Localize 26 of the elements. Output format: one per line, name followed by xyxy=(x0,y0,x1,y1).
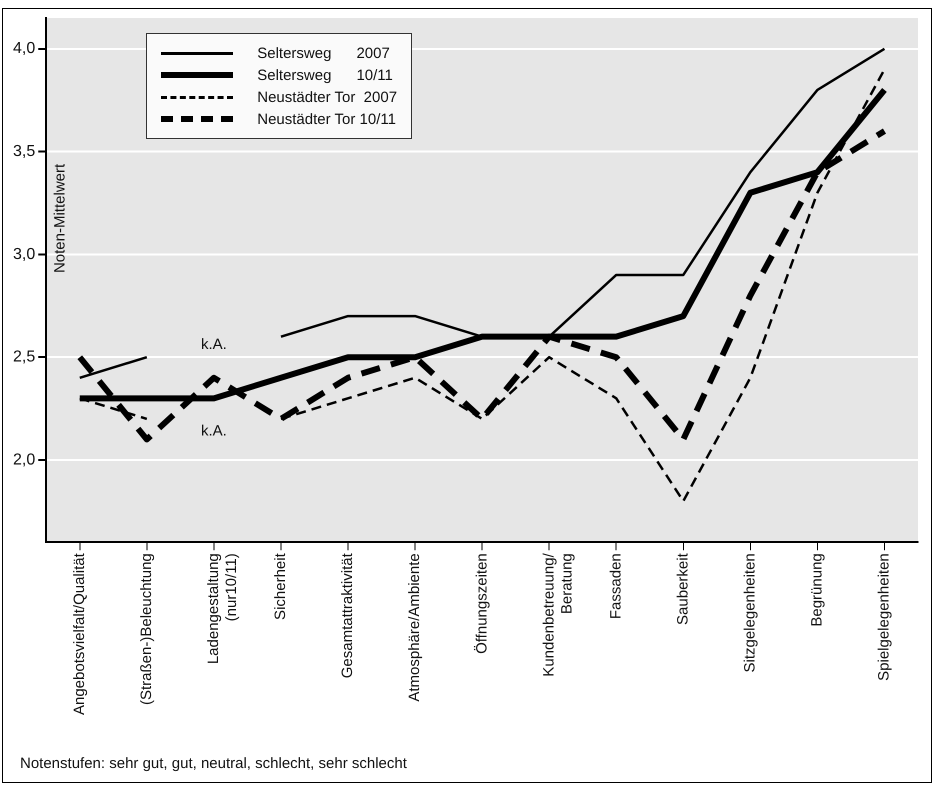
y-axis-title: Noten-Mittelwert xyxy=(51,163,68,274)
x-tick-label: Öffnungszeiten xyxy=(473,553,490,654)
x-tick-label: Ladengestaltung (nur10/11) xyxy=(205,553,240,664)
y-tick-label: 4,0 xyxy=(12,40,36,58)
annotation: k.A. xyxy=(200,336,227,354)
x-tick-label: Fassaden xyxy=(607,553,624,620)
y-tick-label: 2,5 xyxy=(12,348,36,366)
y-tick-label: 3,5 xyxy=(12,143,36,160)
x-tick-label: Begrünung xyxy=(808,553,826,627)
x-tick-label: Atmosphäre/Ambiente xyxy=(406,553,424,702)
annotation: k.A. xyxy=(200,422,227,440)
legend-label: Neustädter Tor 10/11 xyxy=(257,110,396,128)
text: Notenstufen: sehr gut, gut, neutral, schlecht, sehr schlecht xyxy=(20,755,408,772)
y-tick-label: 2,0 xyxy=(12,451,36,468)
x-tick-label: Sicherheit xyxy=(272,552,290,620)
x-tick-label: Angebotsvielfalt/Qualität xyxy=(70,552,88,716)
x-tick-label: Kundenbetreuung/ Beratung xyxy=(540,552,576,677)
legend-label: Seltersweg 10/11 xyxy=(257,66,393,84)
x-tick-label: Gesamtattraktivität xyxy=(339,552,356,678)
legend-label: Seltersweg 2007 xyxy=(257,44,390,62)
x-tick-label: Sauberkeit xyxy=(674,552,692,625)
x-tick-label: Sitzgelegenheiten xyxy=(741,553,758,673)
x-tick-label: (Straßen-)Beleuchtung xyxy=(138,553,155,705)
y-tick-label: 3,0 xyxy=(12,246,36,263)
legend-label: Neustädter Tor 2007 xyxy=(257,88,398,106)
x-tick-label: Spielgelegenheiten xyxy=(876,553,893,681)
